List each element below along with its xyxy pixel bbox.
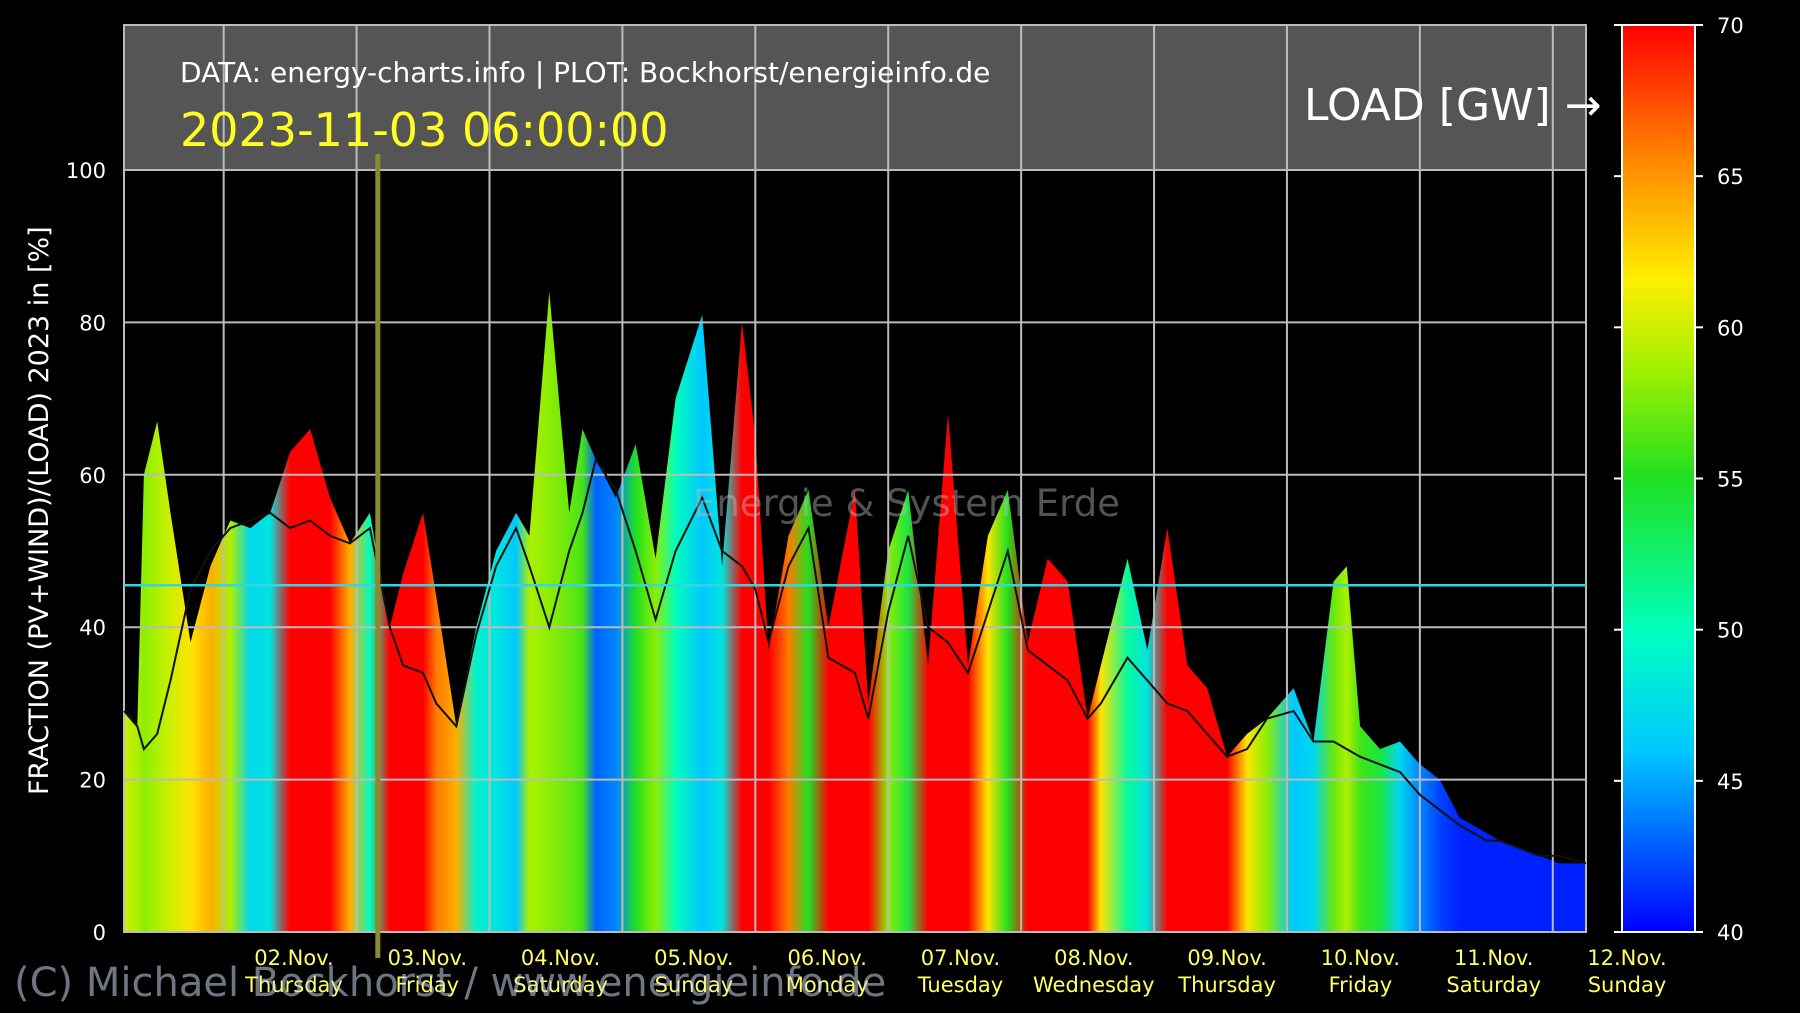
x-tick-weekday: Saturday — [513, 973, 608, 997]
black-line — [123, 457, 1587, 865]
y-tick-label: 20 — [79, 769, 106, 793]
watermark: Energie & System Erde — [693, 482, 1120, 525]
x-tick-day: 05.Nov. — [654, 946, 733, 970]
x-tick-weekday: Sunday — [655, 973, 734, 997]
fraction-area — [124, 291, 1586, 932]
y-tick-label: 60 — [79, 464, 106, 488]
fraction-area-fill — [124, 291, 1586, 932]
x-tick-day: 12.Nov. — [1587, 946, 1666, 970]
header-band — [124, 25, 1586, 170]
black-line-path — [123, 457, 1587, 865]
x-tick-day: 08.Nov. — [1054, 946, 1133, 970]
x-tick-weekday: Sunday — [1588, 973, 1667, 997]
colorbar-tick-label: 50 — [1717, 619, 1744, 643]
x-tick-labels: 02.Nov. Thursday 03.Nov. Friday 04.Nov. Satur… — [244, 946, 1667, 997]
colorbar-tick-label: 45 — [1717, 770, 1744, 794]
colorbar-tick-label: 65 — [1717, 165, 1744, 189]
colorbar-tick-label: 40 — [1717, 921, 1744, 945]
x-tick-weekday: Friday — [395, 973, 459, 997]
x-tick-weekday: Thursday — [1177, 973, 1276, 997]
x-tick-day: 04.Nov. — [521, 946, 600, 970]
x-tick-weekday: Friday — [1329, 973, 1393, 997]
x-tick-day: 06.Nov. — [787, 946, 866, 970]
x-tick-day: 02.Nov. — [254, 946, 333, 970]
copyright: (C) Michael Bockhorst / www.energieinfo.… — [14, 960, 886, 1006]
x-tick-day: 11.Nov. — [1454, 946, 1533, 970]
colorbar-tick-label: 55 — [1717, 468, 1744, 492]
colorbar-fill — [1621, 24, 1696, 933]
x-tick-day: 10.Nov. — [1321, 946, 1400, 970]
timestamp: 2023-11-03 06:00:00 — [180, 103, 669, 157]
x-tick-weekday: Saturday — [1446, 973, 1541, 997]
colorbar-tick-label: 60 — [1717, 316, 1744, 340]
data-credit: DATA: energy-charts.info | PLOT: Bockhor… — [180, 56, 990, 89]
x-tick-weekday: Monday — [786, 973, 869, 997]
plot-frame — [123, 24, 1587, 933]
y-tick-label: 0 — [93, 921, 106, 945]
x-tick-weekday: Wednesday — [1033, 973, 1155, 997]
y-tick-label: 80 — [79, 311, 106, 335]
y-tick-label: 40 — [79, 616, 106, 640]
colorbar-tick-label: 70 — [1717, 14, 1744, 38]
x-tick-day: 09.Nov. — [1187, 946, 1266, 970]
x-tick-day: 03.Nov. — [388, 946, 467, 970]
header-background — [124, 25, 1586, 170]
x-tick-weekday: Thursday — [244, 973, 343, 997]
y-tick-labels: 0 20 40 60 80 100 — [66, 159, 106, 945]
y-tick-label: 100 — [66, 159, 106, 183]
load-label: LOAD [GW] → — [1304, 80, 1602, 131]
x-tick-day: 07.Nov. — [921, 946, 1000, 970]
y-axis-label: FRACTION (PV+WIND)/(LOAD) 2023 in [%] — [24, 226, 55, 795]
x-tick-weekday: Tuesday — [917, 973, 1003, 997]
colorbar: 40 45 50 55 60 65 70 — [1614, 14, 1744, 945]
